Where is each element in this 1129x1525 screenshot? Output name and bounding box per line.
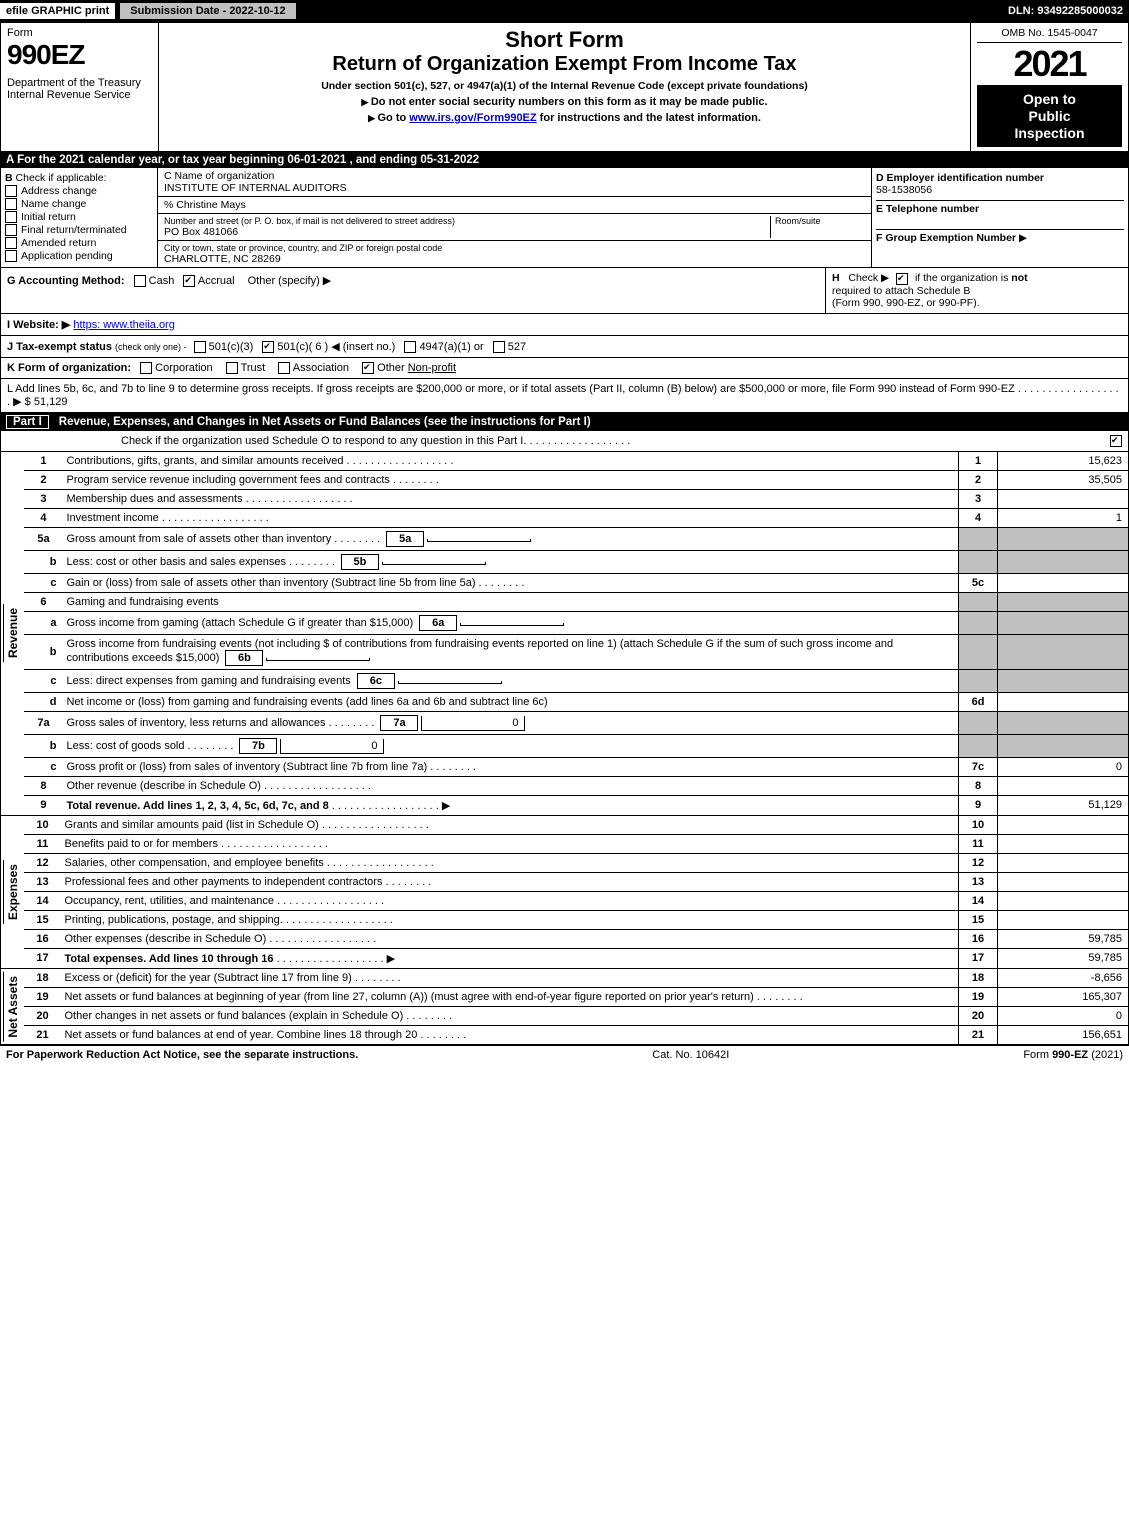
column-c: C Name of organization INSTITUTE OF INTE… — [158, 168, 872, 267]
footer-right: Form 990-EZ (2021) — [1023, 1049, 1123, 1061]
checkbox-initial-return[interactable] — [5, 211, 17, 223]
pct-name: % Christine Mays — [158, 197, 871, 214]
street-label: Number and street (or P. O. box, if mail… — [164, 216, 770, 226]
checkbox-schedule-o[interactable] — [1110, 435, 1122, 447]
footer-mid: Cat. No. 10642I — [652, 1049, 729, 1061]
part-label: Part I — [6, 415, 49, 429]
goto-post: for instructions and the latest informat… — [537, 112, 761, 124]
street-value: PO Box 481066 — [164, 226, 770, 238]
checkbox-501c[interactable] — [262, 341, 274, 353]
short-form-title: Short Form — [165, 27, 964, 53]
f-arrow: ▶ — [1019, 232, 1027, 244]
arrow-icon — [361, 96, 370, 108]
line-l: L Add lines 5b, 6c, and 7b to line 9 to … — [0, 379, 1129, 413]
k-other-value: Non-profit — [408, 362, 456, 374]
checkbox-501c3[interactable] — [194, 341, 206, 353]
tax-year: 2021 — [977, 43, 1122, 85]
efile-label: efile GRAPHIC print — [0, 3, 115, 19]
return-title: Return of Organization Exempt From Incom… — [165, 53, 964, 76]
expenses-label: Expenses — [3, 860, 22, 924]
column-b: B Check if applicable: Address change Na… — [1, 168, 158, 267]
netassets-label: Net Assets — [3, 972, 22, 1042]
c-label: C Name of organization — [164, 170, 865, 182]
revenue-table: 1Contributions, gifts, grants, and simil… — [24, 452, 1129, 816]
netassets-table: 18Excess or (deficit) for the year (Subt… — [24, 969, 1129, 1045]
checkbox-app-pending[interactable] — [5, 250, 17, 262]
form-word: Form — [7, 27, 33, 39]
form-header: Form 990EZ Department of the Treasury In… — [0, 22, 1129, 152]
checkbox-other-org[interactable] — [362, 362, 374, 374]
checkbox-4947[interactable] — [404, 341, 416, 353]
checkbox-527[interactable] — [493, 341, 505, 353]
b-sublabel: Check if applicable: — [16, 172, 107, 184]
checkbox-address-change[interactable] — [5, 185, 17, 197]
line-a: A For the 2021 calendar year, or tax yea… — [0, 152, 1129, 168]
h-label: H — [832, 272, 840, 284]
line-j: J Tax-exempt status (check only one) - 5… — [0, 336, 1129, 358]
checkbox-schedule-b[interactable] — [896, 273, 908, 285]
netassets-block: Net Assets 18Excess or (deficit) for the… — [0, 969, 1129, 1045]
i-label: I Website: ▶ — [7, 319, 70, 331]
l-text: L Add lines 5b, 6c, and 7b to line 9 to … — [7, 383, 1015, 395]
j-label: J Tax-exempt status — [7, 341, 112, 353]
top-bar: efile GRAPHIC print Submission Date - 20… — [0, 0, 1129, 22]
e-label: E Telephone number — [876, 203, 979, 215]
checkbox-amended[interactable] — [5, 237, 17, 249]
subtitle: Under section 501(c), 527, or 4947(a)(1)… — [165, 80, 964, 92]
expenses-table: 10Grants and similar amounts paid (list … — [24, 816, 1129, 969]
org-name: INSTITUTE OF INTERNAL AUDITORS — [164, 182, 865, 194]
l-amount-label: ▶ $ — [13, 396, 31, 408]
expenses-block: Expenses 10Grants and similar amounts pa… — [0, 816, 1129, 969]
checkbox-trust[interactable] — [226, 362, 238, 374]
section-gh: G Accounting Method: Cash Accrual Other … — [0, 268, 1129, 313]
open-to-public: Open to Public Inspection — [977, 85, 1122, 147]
goto-pre: Go to — [377, 112, 409, 124]
irs-label: Internal Revenue Service — [7, 89, 152, 101]
checkbox-cash[interactable] — [134, 275, 146, 287]
header-center: Short Form Return of Organization Exempt… — [159, 23, 971, 151]
section-h: H Check ▶ if the organization is not req… — [825, 268, 1128, 312]
section-bcd: B Check if applicable: Address change Na… — [0, 168, 1129, 268]
ein-value: 58-1538056 — [876, 184, 1124, 196]
dept-label: Department of the Treasury — [7, 77, 152, 89]
checkbox-corp[interactable] — [140, 362, 152, 374]
revenue-block: Revenue 1Contributions, gifts, grants, a… — [0, 452, 1129, 816]
submission-date: Submission Date - 2022-10-12 — [119, 2, 296, 20]
l-amount: 51,129 — [34, 396, 68, 408]
d-label: D Employer identification number — [876, 172, 1044, 184]
city-value: CHARLOTTE, NC 28269 — [164, 253, 865, 265]
f-label: F Group Exemption Number — [876, 232, 1016, 244]
header-left: Form 990EZ Department of the Treasury In… — [1, 23, 159, 151]
footer-left: For Paperwork Reduction Act Notice, see … — [6, 1049, 358, 1061]
part1-check-line: Check if the organization used Schedule … — [0, 431, 1129, 452]
column-d: D Employer identification number 58-1538… — [872, 168, 1128, 267]
line-i: I Website: ▶ https: www.theiia.org — [0, 314, 1129, 336]
k-label: K Form of organization: — [7, 362, 131, 374]
header-right: OMB No. 1545-0047 2021 Open to Public In… — [971, 23, 1128, 151]
dln-label: DLN: 93492285000032 — [1008, 5, 1129, 17]
omb-number: OMB No. 1545-0047 — [977, 27, 1122, 43]
room-label: Room/suite — [775, 216, 865, 226]
website-link[interactable]: https: www.theiia.org — [73, 319, 175, 331]
page-footer: For Paperwork Reduction Act Notice, see … — [0, 1045, 1129, 1064]
b-label: B — [5, 172, 13, 184]
city-label: City or town, state or province, country… — [164, 243, 865, 253]
ssn-warning: Do not enter social security numbers on … — [371, 96, 768, 108]
part1-header: Part I Revenue, Expenses, and Changes in… — [0, 413, 1129, 431]
irs-link[interactable]: www.irs.gov/Form990EZ — [409, 112, 536, 124]
checkbox-final-return[interactable] — [5, 224, 17, 236]
line-k: K Form of organization: Corporation Trus… — [0, 358, 1129, 379]
part1-title: Revenue, Expenses, and Changes in Net As… — [59, 416, 591, 428]
checkbox-assoc[interactable] — [278, 362, 290, 374]
checkbox-accrual[interactable] — [183, 275, 195, 287]
form-number: 990EZ — [7, 39, 152, 71]
g-label: G Accounting Method: — [7, 275, 125, 287]
revenue-label: Revenue — [3, 604, 22, 662]
part1-check-text: Check if the organization used Schedule … — [121, 435, 523, 447]
checkbox-name-change[interactable] — [5, 198, 17, 210]
